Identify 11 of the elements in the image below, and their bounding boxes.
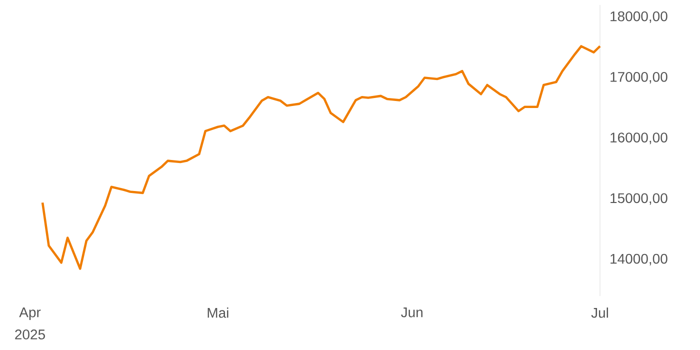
- line-series: [41, 45, 602, 270]
- x-tick-label: Jun: [401, 308, 422, 318]
- y-tick-label: 14000,00: [610, 254, 668, 266]
- x-tick-label: Mai: [208, 308, 228, 318]
- x-tick-label: Jul: [591, 308, 608, 318]
- y-tick-label: 17000,00: [610, 72, 668, 84]
- text: 2025: [15, 330, 45, 340]
- x-tick-label: Apr: [19, 308, 41, 320]
- y-tick-label: 15000,00: [610, 193, 668, 205]
- y-tick-label: 16000,00: [610, 132, 668, 144]
- y-tick-label: 18000,00: [610, 11, 668, 23]
